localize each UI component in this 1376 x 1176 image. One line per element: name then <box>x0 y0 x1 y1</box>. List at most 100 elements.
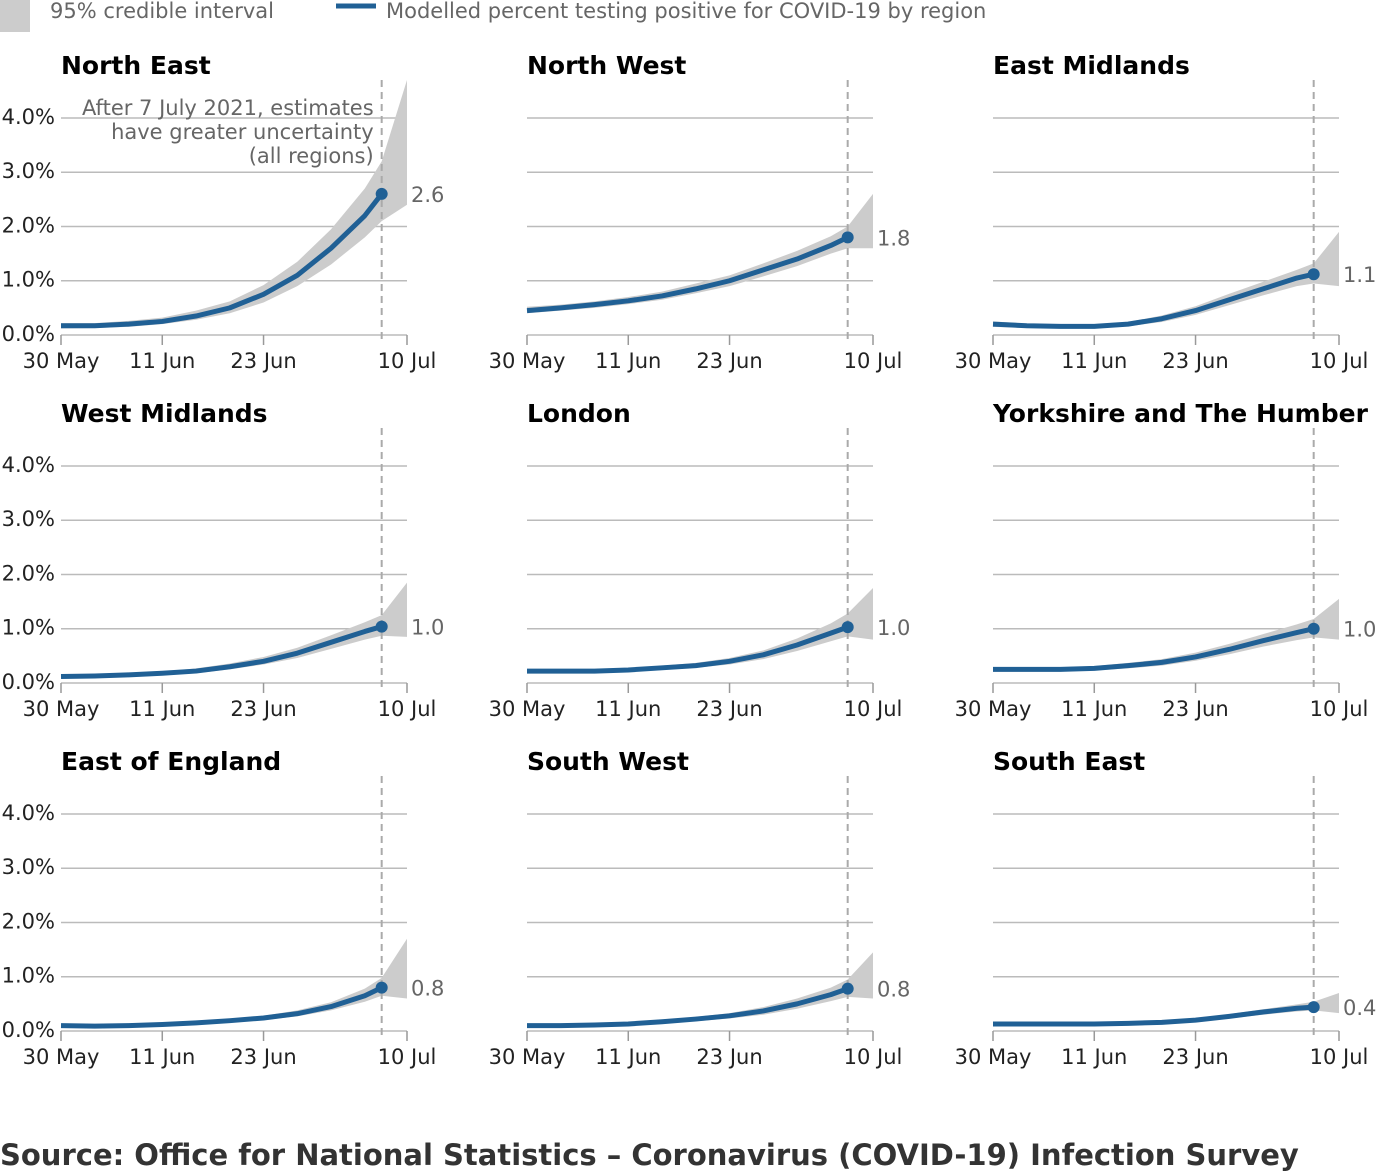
estimate-line <box>60 985 383 1029</box>
x-tick-label: 10 Jul <box>378 697 437 721</box>
x-tick-label: 23 Jun <box>696 1045 762 1069</box>
x-tick-label: 23 Jun <box>1162 349 1228 373</box>
panel-title: East Midlands <box>993 51 1190 80</box>
end-point <box>1307 622 1320 635</box>
x-tick-label: 11 Jun <box>129 1045 195 1069</box>
x-tick-label: 10 Jul <box>844 349 903 373</box>
x-tick-label: 23 Jun <box>696 697 762 721</box>
y-tick-label: 0.0% <box>2 670 55 694</box>
legend-band-swatch <box>0 0 30 32</box>
panel-title: North West <box>527 51 686 80</box>
end-point <box>375 620 388 633</box>
end-point <box>375 981 388 994</box>
credible-band <box>527 952 873 1027</box>
x-tick-label: 11 Jun <box>595 697 661 721</box>
y-tick-label: 2.0% <box>2 909 55 933</box>
x-tick-label: 30 May <box>955 697 1032 721</box>
end-point <box>1307 268 1320 281</box>
y-tick-label: 4.0% <box>2 105 55 129</box>
estimate-line <box>527 986 849 1029</box>
end-point <box>375 187 388 200</box>
end-point <box>841 621 854 634</box>
y-tick-label: 1.0% <box>2 616 55 640</box>
x-tick-label: 11 Jun <box>129 349 195 373</box>
x-tick-label: 11 Jun <box>595 349 661 373</box>
end-point <box>841 982 854 995</box>
y-tick-label: 0.0% <box>2 322 55 346</box>
estimate-line <box>527 624 849 674</box>
value-label: 0.8 <box>877 978 910 1002</box>
x-tick-label: 11 Jun <box>129 697 195 721</box>
x-tick-label: 23 Jun <box>1162 1045 1228 1069</box>
x-tick-label: 11 Jun <box>1061 349 1127 373</box>
y-tick-label: 3.0% <box>2 507 55 531</box>
value-label: 0.8 <box>411 977 444 1001</box>
y-tick-label: 4.0% <box>2 801 55 825</box>
x-tick-label: 23 Jun <box>696 349 762 373</box>
x-tick-label: 10 Jul <box>1310 1045 1369 1069</box>
x-tick-label: 10 Jul <box>844 1045 903 1069</box>
source: Source: Office for National Statistics –… <box>0 1138 1299 1172</box>
credible-band <box>527 193 873 314</box>
y-tick-label: 0.0% <box>2 1018 55 1042</box>
value-label: 1.0 <box>1343 618 1376 642</box>
value-label: 0.4 <box>1343 996 1376 1020</box>
panel-title: Yorkshire and The Humber <box>992 399 1369 428</box>
credible-band <box>527 588 873 674</box>
credible-band <box>61 80 407 329</box>
value-label: 1.8 <box>877 226 910 250</box>
panel-title: West Midlands <box>61 399 268 428</box>
panel-title: South West <box>527 747 689 776</box>
legend-line-label: Modelled percent testing positive for CO… <box>386 0 986 23</box>
x-tick-label: 11 Jun <box>1061 697 1127 721</box>
y-tick-label: 2.0% <box>2 561 55 585</box>
y-tick-label: 3.0% <box>2 855 55 879</box>
x-tick-label: 10 Jul <box>1310 697 1369 721</box>
estimate-line <box>993 1004 1314 1027</box>
x-tick-label: 23 Jun <box>1162 697 1228 721</box>
estimate-line <box>60 624 383 679</box>
x-tick-label: 10 Jul <box>1310 349 1369 373</box>
estimate-line <box>992 271 1315 329</box>
credible-band <box>61 938 407 1028</box>
annotation: After 7 July 2021, estimates <box>82 96 374 120</box>
value-label: 1.1 <box>1343 263 1376 287</box>
panel-title: North East <box>61 51 211 80</box>
x-tick-label: 30 May <box>489 1045 566 1069</box>
credible-band <box>993 231 1339 329</box>
end-point <box>841 231 854 244</box>
x-tick-label: 30 May <box>955 1045 1032 1069</box>
y-tick-label: 3.0% <box>2 159 55 183</box>
y-tick-label: 4.0% <box>2 453 55 477</box>
panel-title: East of England <box>61 747 281 776</box>
value-label: 2.6 <box>411 183 444 207</box>
panel-title: South East <box>993 747 1145 776</box>
panel-title: London <box>527 399 631 428</box>
x-tick-label: 10 Jul <box>378 1045 437 1069</box>
y-tick-label: 1.0% <box>2 964 55 988</box>
credible-band <box>993 598 1339 672</box>
x-tick-label: 10 Jul <box>844 697 903 721</box>
annotation: (all regions) <box>249 144 374 168</box>
value-label: 1.0 <box>877 616 910 640</box>
x-tick-label: 23 Jun <box>230 349 296 373</box>
x-tick-label: 30 May <box>489 697 566 721</box>
x-tick-label: 23 Jun <box>230 1045 296 1069</box>
x-tick-label: 11 Jun <box>595 1045 661 1069</box>
x-tick-label: 30 May <box>23 349 100 373</box>
x-tick-label: 30 May <box>23 697 100 721</box>
x-tick-label: 30 May <box>23 1045 100 1069</box>
legend-band-label: 95% credible interval <box>50 0 274 23</box>
end-point <box>1307 1001 1320 1014</box>
x-tick-label: 30 May <box>955 349 1032 373</box>
x-tick-label: 23 Jun <box>230 697 296 721</box>
x-tick-label: 10 Jul <box>378 349 437 373</box>
annotation: have greater uncertainty <box>111 120 374 144</box>
y-tick-label: 1.0% <box>2 268 55 292</box>
estimate-line <box>993 626 1315 672</box>
estimate-line <box>61 192 384 329</box>
value-label: 1.0 <box>411 616 444 640</box>
estimate-line <box>526 235 849 314</box>
x-tick-label: 11 Jun <box>1061 1045 1127 1069</box>
